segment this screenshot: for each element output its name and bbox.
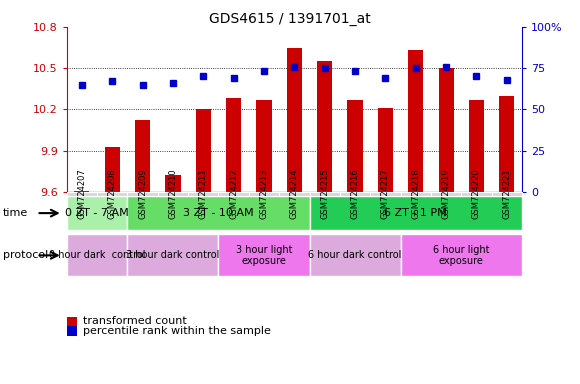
Text: 3 hour dark control: 3 hour dark control — [126, 250, 220, 260]
Bar — [438, 68, 454, 192]
Text: GSM724217: GSM724217 — [381, 169, 390, 219]
Bar — [499, 96, 514, 192]
Text: GSM724213: GSM724213 — [259, 169, 269, 219]
Text: GSM724214: GSM724214 — [290, 169, 299, 219]
Text: GSM724212: GSM724212 — [229, 169, 238, 219]
Text: transformed count: transformed count — [83, 316, 187, 326]
Text: GSM724219: GSM724219 — [441, 169, 451, 219]
Text: 6 hour dark control: 6 hour dark control — [309, 250, 402, 260]
Bar — [219, 234, 310, 276]
Text: percentile rank within the sample: percentile rank within the sample — [83, 326, 271, 336]
Text: 0 hour dark  control: 0 hour dark control — [49, 250, 146, 260]
Text: GSM724216: GSM724216 — [350, 169, 360, 219]
Bar — [67, 196, 128, 230]
Text: GSM724211: GSM724211 — [199, 169, 208, 219]
Text: GSM724221: GSM724221 — [502, 169, 512, 219]
Bar — [165, 175, 180, 192]
Bar — [128, 234, 219, 276]
Bar — [135, 121, 150, 192]
Bar — [310, 234, 401, 276]
Bar — [469, 100, 484, 192]
Bar — [378, 108, 393, 192]
Text: GSM724209: GSM724209 — [138, 169, 147, 219]
Bar — [74, 190, 89, 192]
Bar — [408, 50, 423, 192]
Bar — [287, 48, 302, 192]
Text: GDS4615 / 1391701_at: GDS4615 / 1391701_at — [209, 12, 371, 25]
Bar — [256, 100, 271, 192]
Bar — [310, 196, 522, 230]
Bar — [401, 234, 522, 276]
Bar — [226, 98, 241, 192]
Text: 6 hour light
exposure: 6 hour light exposure — [433, 245, 490, 266]
Text: 6 ZT - 1 PM: 6 ZT - 1 PM — [385, 208, 447, 218]
Text: GSM724207: GSM724207 — [77, 169, 86, 219]
Bar — [195, 109, 211, 192]
Text: protocol: protocol — [3, 250, 48, 260]
Text: GSM724218: GSM724218 — [411, 169, 420, 219]
Bar — [67, 234, 128, 276]
Text: GSM724215: GSM724215 — [320, 169, 329, 219]
Text: time: time — [3, 208, 28, 218]
Bar — [347, 100, 362, 192]
Text: 0 ZT - 7 AM: 0 ZT - 7 AM — [65, 208, 129, 218]
Text: 3 hour light
exposure: 3 hour light exposure — [235, 245, 292, 266]
Text: GSM724210: GSM724210 — [168, 169, 177, 219]
Bar — [128, 196, 310, 230]
Text: GSM724220: GSM724220 — [472, 169, 481, 219]
Bar — [317, 61, 332, 192]
Text: 3 ZT - 10 AM: 3 ZT - 10 AM — [183, 208, 254, 218]
Text: GSM724208: GSM724208 — [108, 169, 117, 219]
Bar — [104, 147, 120, 192]
